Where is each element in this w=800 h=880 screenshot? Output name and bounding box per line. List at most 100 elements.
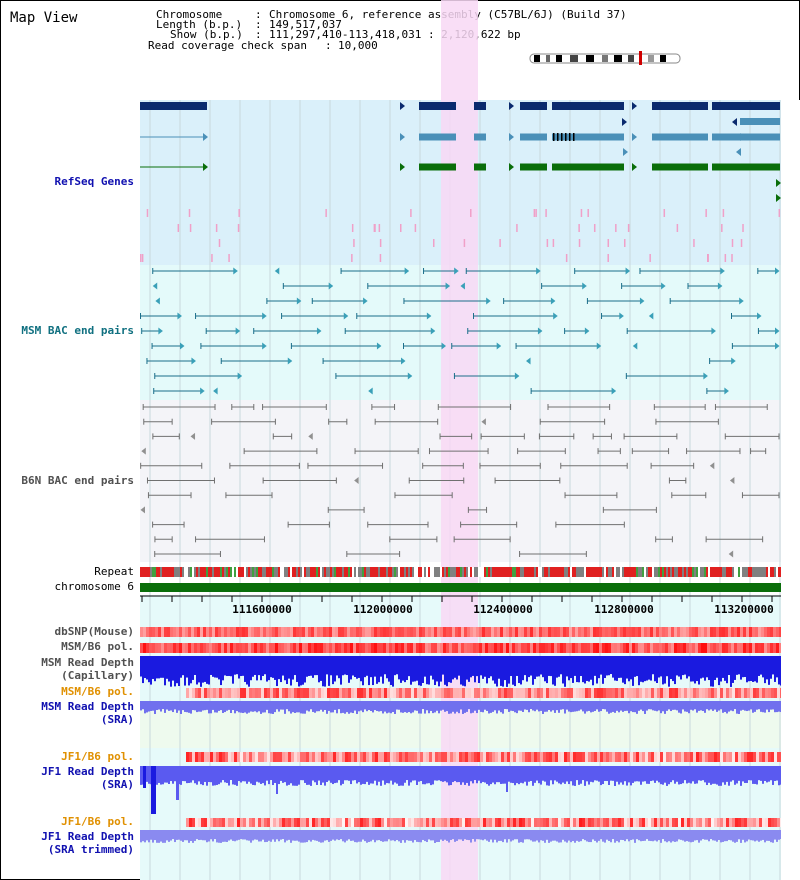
repeat-bar [680, 567, 682, 577]
jf1-sra-depth [556, 766, 558, 782]
msm-pol-sra-heat [405, 688, 408, 698]
msm-pol-heat [731, 643, 734, 653]
msm-sra-depth [754, 701, 756, 712]
jf1-sra-depth [384, 766, 386, 785]
msm-pol-heat [740, 643, 743, 653]
jf1-sra-depth [170, 766, 172, 782]
msm-capillary-depth [230, 656, 232, 677]
msm-capillary-depth [456, 656, 458, 680]
msm-sra-depth [384, 701, 386, 712]
jf1-b6-pol-trim-label[interactable]: JF1/B6 pol. [61, 815, 134, 828]
msm-pol-heat [767, 643, 770, 653]
msm-b6-pol-sra-label[interactable]: MSM/B6 pol. [61, 685, 134, 698]
jf1-trim-depth [752, 830, 754, 841]
msm-pol-sra-heat [258, 688, 261, 698]
jf1-pol-trim-heat [372, 818, 375, 827]
msm-sra-depth [734, 701, 736, 710]
dbsnp-label[interactable]: dbSNP(Mouse) [54, 625, 134, 638]
dbsnp-heat [617, 627, 620, 637]
msm-pol-heat [365, 643, 368, 653]
gene-strand-arrow [632, 133, 637, 141]
msm-capillary-depth [426, 656, 428, 685]
b6n-bac-label[interactable]: B6N BAC end pairs [21, 474, 134, 487]
repeat-bar [324, 567, 326, 577]
dbsnp-heat [764, 627, 767, 637]
refseq-tick [607, 239, 610, 247]
jf1-sra-depth [750, 766, 752, 781]
jf1-depth-trim-sub: (SRA trimmed) [47, 843, 134, 856]
msm-bac-label[interactable]: MSM BAC end pairs [21, 324, 134, 337]
jf1-sra-depth [140, 766, 142, 785]
jf1-sra-depth [600, 766, 602, 786]
jf1-sra-depth [270, 766, 272, 781]
jf1-trim-depth [664, 830, 666, 842]
msm-pol-sra-heat [768, 688, 771, 698]
msm-pol-heat [143, 643, 146, 653]
jf1-pol-trim-heat [474, 818, 477, 827]
msm-pol-sra-heat [705, 688, 708, 698]
msm-sra-depth [232, 701, 234, 711]
jf1-trim-depth [650, 830, 652, 842]
dbsnp-heat [146, 627, 149, 637]
refseq-tick [707, 254, 709, 262]
msm-pol-sra-heat [537, 688, 540, 698]
msm-pol-sra-heat [429, 688, 432, 698]
dbsnp-heat [596, 627, 599, 637]
msm-capillary-depth [170, 656, 172, 687]
repeat-bar [762, 567, 764, 577]
msm-capillary-depth [152, 656, 154, 679]
jf1-pol-heat [393, 752, 396, 762]
jf1-trim-depth [180, 830, 182, 841]
msm-sra-depth [174, 701, 176, 710]
jf1-sra-depth [456, 766, 458, 783]
msm-pol-sra-heat [360, 688, 363, 698]
msm-pol-sra-heat [264, 688, 267, 698]
msm-sra-depth [244, 701, 246, 713]
msm-sra-depth [574, 701, 576, 712]
msm-depth-capillary-label[interactable]: MSM Read Depth [41, 656, 134, 669]
msm-sra-depth [170, 701, 172, 711]
dbsnp-heat [731, 627, 734, 637]
jf1-sra-depth [770, 766, 772, 781]
msm-sra-depth [404, 701, 406, 713]
dbsnp-heat [452, 627, 455, 637]
jf1-sra-depth [776, 766, 778, 781]
refseq-tick [731, 239, 734, 247]
msm-sra-depth [736, 701, 738, 714]
msm-depth-sra-label[interactable]: MSM Read Depth [41, 700, 134, 713]
jf1-sra-depth [658, 766, 660, 783]
msm-sra-depth [420, 701, 422, 714]
gene-exon [474, 133, 486, 141]
repeat-bar [622, 567, 624, 577]
jf1-trim-depth [532, 830, 534, 842]
msm-b6-pol-label[interactable]: MSM/B6 pol. [61, 640, 134, 653]
repeat-bar [714, 567, 716, 577]
gene-exon [552, 163, 624, 171]
msm-capillary-depth [536, 656, 538, 677]
jf1-trim-depth [426, 830, 428, 843]
msm-capillary-depth [204, 656, 206, 682]
msm-sra-depth [656, 701, 658, 712]
jf1-depth-trim-label[interactable]: JF1 Read Depth [41, 830, 134, 843]
jf1-b6-pol-label[interactable]: JF1/B6 pol. [61, 750, 134, 763]
repeat-bar [602, 567, 604, 577]
msm-pol-heat [659, 643, 662, 653]
msm-sra-depth [712, 701, 714, 711]
jf1-trim-depth [774, 830, 776, 840]
jf1-depth-spike [143, 766, 146, 788]
jf1-sra-depth [356, 766, 358, 784]
repeat-bar [464, 567, 466, 577]
refseq-tick [228, 254, 230, 262]
repeat-bar [326, 567, 328, 577]
refseq-label[interactable]: RefSeq Genes [54, 175, 134, 188]
jf1-pol-heat [495, 752, 498, 762]
gene-exon [712, 163, 780, 171]
jf1-pol-heat [420, 752, 423, 762]
jf1-trim-depth [550, 830, 552, 842]
jf1-depth-sra-label[interactable]: JF1 Read Depth [41, 765, 134, 778]
jf1-pol-trim-heat [216, 818, 219, 827]
jf1-trim-depth [520, 830, 522, 843]
jf1-pol-trim-heat [741, 818, 744, 827]
msm-sra-depth [400, 701, 402, 713]
